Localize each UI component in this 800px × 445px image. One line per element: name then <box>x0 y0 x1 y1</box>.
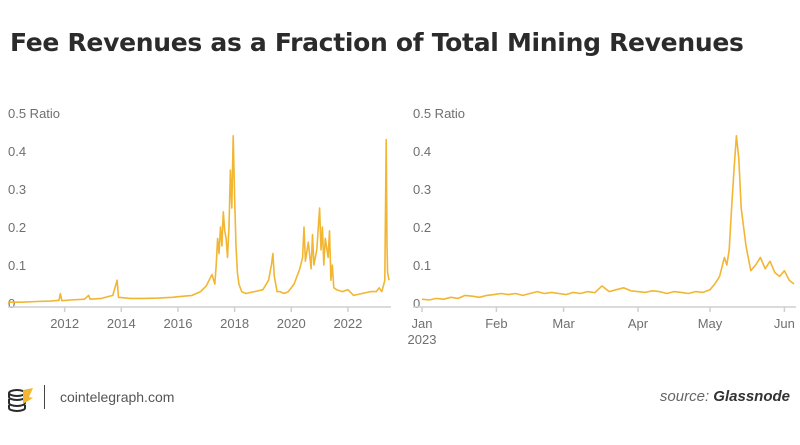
y-tick-label: 0.1 <box>413 258 431 273</box>
y-tick-label: 0 <box>413 296 420 311</box>
y-tick-label: 0.3 <box>8 182 26 197</box>
x-tick-label: 2012 <box>50 316 79 331</box>
x-tick-label: May <box>698 316 723 331</box>
fee-ratio-yearly-chart: 0 0.1 0.2 0.3 0.4 0.5 Ratio 2012 2014 2016 2018 20… <box>8 106 391 331</box>
fee-ratio-2023-chart: 0 0.1 0.2 0.3 0.4 0.5 Ratio Jan Feb Mar Apr May Jun… <box>408 106 796 347</box>
y-tick-label: 0.2 <box>413 220 431 235</box>
source-name: Glassnode <box>713 388 790 405</box>
y-tick-label: 0.4 <box>8 144 26 159</box>
x-year-label: 2023 <box>408 332 437 347</box>
source-credit: source: Glassnode <box>660 388 790 405</box>
y-tick-label: 0.3 <box>413 182 431 197</box>
y-tick-label: 0.4 <box>413 144 431 159</box>
x-tick-label: 2016 <box>164 316 193 331</box>
source-prefix: source: <box>659 388 710 405</box>
x-tick-label: 2020 <box>277 316 306 331</box>
cointelegraph-logo-icon <box>6 384 36 419</box>
site-name[interactable]: cointelegraph.com <box>60 389 175 405</box>
x-tick-label: Feb <box>485 316 507 331</box>
x-tick-label: Mar <box>552 316 575 331</box>
x-tick-label: Jun <box>774 316 795 331</box>
x-tick-label: 2022 <box>333 316 362 331</box>
fee-ratio-series-line <box>8 134 390 303</box>
x-tick-label: 2014 <box>107 316 136 331</box>
x-tick-label: Jan <box>412 316 433 331</box>
x-tick-label: 2018 <box>220 316 249 331</box>
y-tick-label: 0.5 Ratio <box>413 106 465 121</box>
footer-divider <box>44 385 45 409</box>
footer: cointelegraph.com source: Glassnode <box>0 380 800 420</box>
y-tick-label: 0.2 <box>8 220 26 235</box>
chart-title: Fee Revenues as a Fraction of Total Mini… <box>10 28 744 57</box>
y-tick-label: 0.1 <box>8 258 26 273</box>
y-tick-label: 0 <box>8 296 15 311</box>
fee-ratio-series-line <box>421 134 795 301</box>
y-tick-label: 0.5 Ratio <box>8 106 60 121</box>
x-tick-label: Apr <box>628 316 649 331</box>
